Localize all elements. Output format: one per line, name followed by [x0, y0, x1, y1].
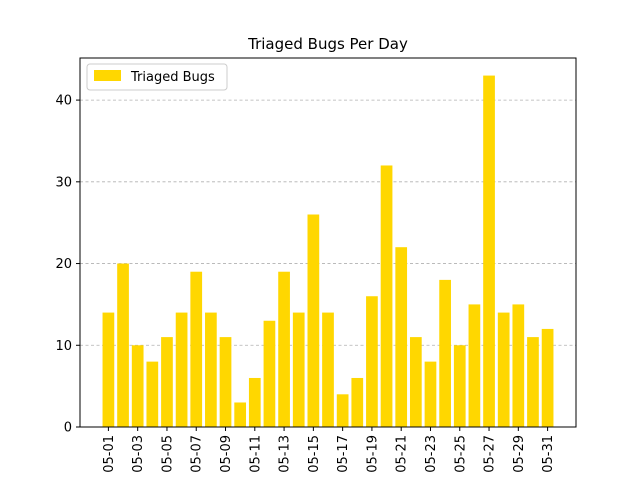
x-tick-label: 05-07 — [190, 435, 205, 473]
x-tick-label: 05-23 — [424, 435, 439, 473]
bar — [351, 377, 364, 427]
bar — [234, 402, 247, 427]
x-tick-label: 05-05 — [160, 435, 175, 473]
bar — [512, 304, 525, 427]
bar — [336, 394, 349, 427]
plot-frame — [79, 57, 577, 428]
bar — [102, 312, 115, 427]
bar — [366, 296, 378, 427]
bar — [468, 304, 481, 427]
legend-box — [86, 63, 228, 91]
x-tick-label: 05-25 — [453, 435, 468, 473]
x-tick-label: 05-15 — [307, 435, 322, 473]
bar — [161, 337, 173, 427]
bar — [146, 361, 159, 427]
bar — [117, 263, 129, 427]
x-tick-label: 05-19 — [365, 435, 380, 473]
bar — [453, 345, 466, 427]
x-tick-label: 05-17 — [336, 435, 351, 473]
bar — [131, 345, 144, 427]
y-tick-label: 30 — [55, 175, 72, 190]
x-tick-label: 05-01 — [102, 435, 117, 473]
bar — [307, 214, 320, 427]
bar — [292, 312, 305, 427]
bar — [322, 312, 334, 427]
y-tick-label: 0 — [64, 421, 72, 436]
bar — [409, 337, 422, 427]
x-tick-label: 05-09 — [219, 435, 234, 473]
legend-label: Triaged Bugs — [130, 70, 215, 85]
bar — [439, 279, 451, 427]
x-tick-label: 05-27 — [483, 435, 498, 473]
bar — [424, 361, 437, 427]
y-axis: 0 10 20 30 40 — [55, 94, 80, 436]
bar — [190, 271, 203, 427]
bar — [541, 328, 554, 427]
legend: Triaged Bugs — [86, 63, 228, 91]
x-tick-label: 05-31 — [541, 435, 556, 473]
x-tick-label: 05-21 — [395, 435, 410, 473]
bar — [395, 247, 408, 427]
bar — [263, 320, 276, 427]
chart-title: Triaged Bugs Per Day — [247, 35, 408, 53]
bar — [248, 377, 261, 427]
x-tick-label: 05-03 — [131, 435, 146, 473]
legend-swatch — [94, 70, 121, 81]
bars — [102, 75, 554, 428]
bar — [278, 271, 290, 427]
bar — [219, 337, 232, 427]
bar — [527, 337, 539, 427]
x-tick-label: 05-29 — [512, 435, 527, 473]
bar — [497, 312, 510, 427]
x-tick-label: 05-11 — [248, 435, 263, 473]
bar — [205, 312, 217, 427]
x-axis: 05-01 05-03 05-05 05-07 05-09 05-11 05-13 05-15… — [102, 427, 556, 473]
y-tick-label: 40 — [55, 94, 72, 109]
y-tick-label: 20 — [55, 257, 72, 272]
x-tick-label: 05-13 — [278, 435, 293, 473]
y-tick-label: 10 — [55, 339, 72, 354]
bar — [175, 312, 188, 427]
bar — [483, 75, 495, 428]
bar — [380, 165, 393, 428]
